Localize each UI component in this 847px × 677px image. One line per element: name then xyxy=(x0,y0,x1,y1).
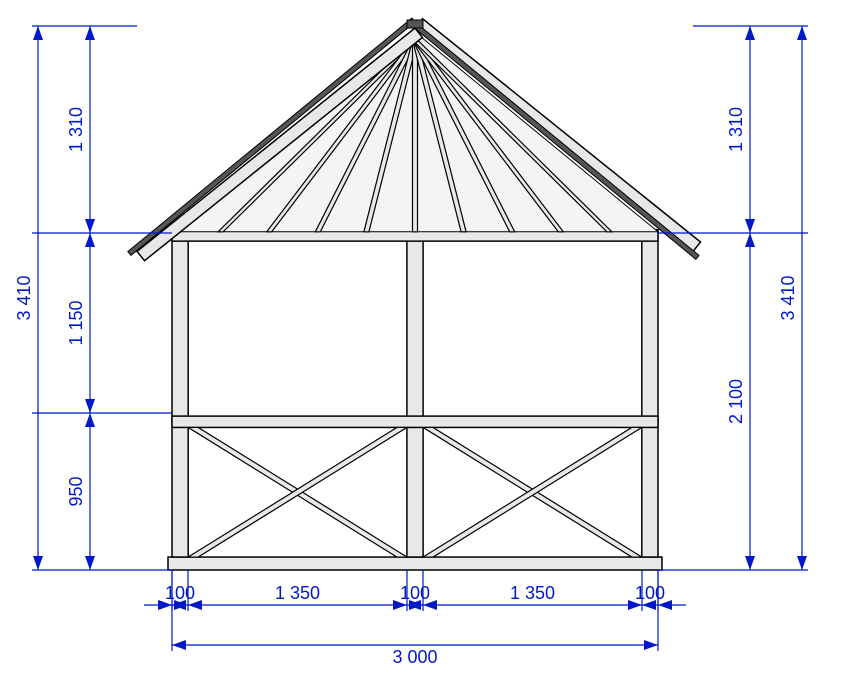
floor-slab xyxy=(168,557,662,570)
ridge-cap xyxy=(407,20,423,28)
dim-bottom-seg-2: 100 xyxy=(400,583,430,603)
dim-bottom-seg-3: 1 350 xyxy=(510,583,555,603)
gazebo-elevation xyxy=(128,18,701,570)
dim-left-lower-label: 950 xyxy=(66,476,86,506)
dim-left-total-label: 3 410 xyxy=(14,275,34,320)
dim-right-total-label: 3 410 xyxy=(778,275,798,320)
dim-bottom-seg-0: 100 xyxy=(165,583,195,603)
dim-left-upper-label: 1 150 xyxy=(66,300,86,345)
dim-bottom-total-label: 3 000 xyxy=(392,647,437,667)
gable-ray xyxy=(413,40,418,232)
post-1 xyxy=(407,230,423,557)
post-2 xyxy=(642,230,658,557)
dim-right-roof-label: 1 310 xyxy=(726,107,746,152)
post-0 xyxy=(172,230,188,557)
mid-rail xyxy=(172,416,658,427)
dim-right-wall-label: 2 100 xyxy=(726,379,746,424)
dim-left-roof-label: 1 310 xyxy=(66,107,86,152)
dim-bottom-seg-1: 1 350 xyxy=(275,583,320,603)
dim-bottom-seg-4: 100 xyxy=(635,583,665,603)
